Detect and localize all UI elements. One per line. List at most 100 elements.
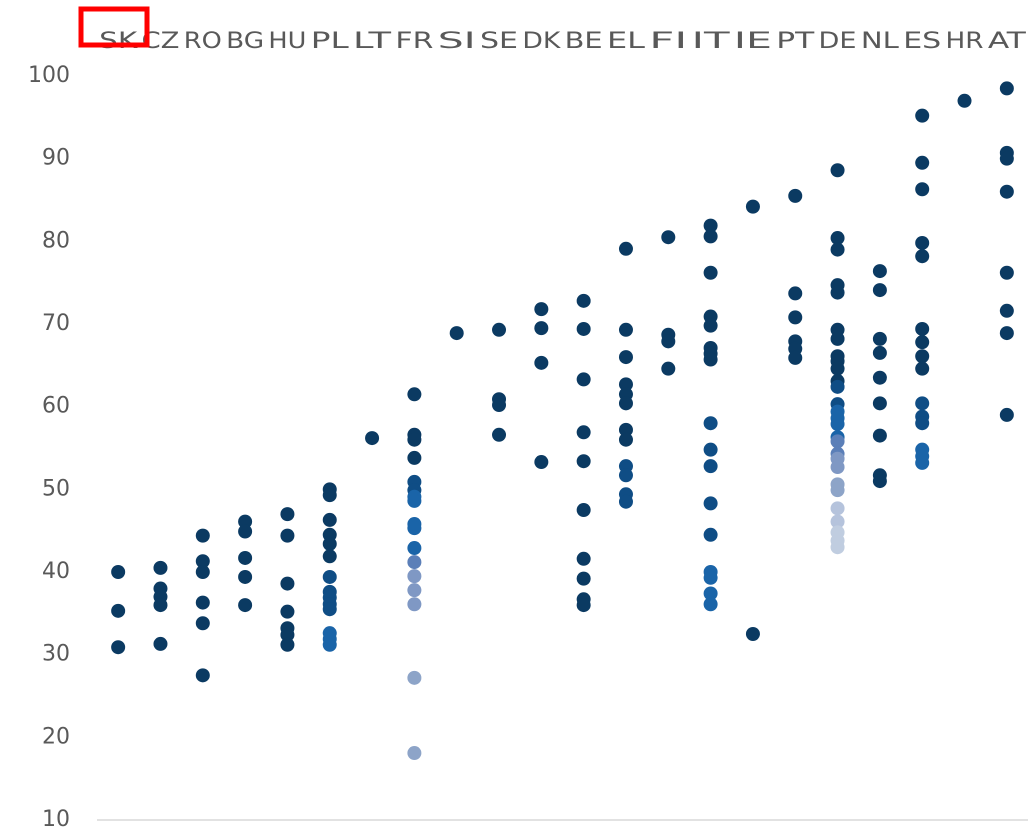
dot	[280, 604, 295, 619]
dot	[195, 528, 210, 543]
category-label: LT	[353, 29, 392, 54]
dot	[492, 398, 507, 413]
dot	[534, 355, 549, 370]
category-label: EL	[607, 29, 646, 54]
y-tick-label: 50	[42, 476, 70, 501]
dot	[830, 540, 845, 555]
dot	[830, 501, 845, 516]
category-label: RO	[184, 29, 222, 54]
dot	[872, 474, 887, 489]
dot	[830, 379, 845, 394]
category-label: PT	[776, 29, 815, 54]
y-tick-label: 70	[42, 311, 70, 336]
dot	[830, 361, 845, 376]
dot	[618, 494, 633, 509]
dot	[238, 514, 253, 529]
dot	[280, 507, 295, 522]
dot	[449, 326, 464, 341]
category-label: IE	[734, 29, 772, 54]
y-tick-label: 90	[42, 146, 70, 171]
dot	[322, 549, 337, 564]
dot	[957, 93, 972, 108]
dot	[703, 416, 718, 431]
dot	[618, 350, 633, 365]
dot	[407, 541, 422, 556]
dot	[195, 554, 210, 569]
category-label: IT	[692, 29, 731, 54]
dot	[111, 603, 126, 618]
dot	[153, 598, 168, 613]
dot	[703, 352, 718, 367]
dot	[322, 536, 337, 551]
dot	[703, 229, 718, 244]
y-tick-label: 80	[42, 228, 70, 253]
dot	[280, 576, 295, 591]
y-tick-label: 20	[42, 724, 70, 749]
dot	[830, 434, 845, 449]
dot	[788, 310, 803, 325]
dot	[280, 528, 295, 543]
dot	[534, 455, 549, 470]
dot	[407, 569, 422, 584]
dot	[195, 595, 210, 610]
dot	[407, 493, 422, 508]
dot	[915, 108, 930, 123]
dot	[703, 586, 718, 601]
dot	[661, 334, 676, 349]
dot	[915, 321, 930, 336]
dot	[534, 302, 549, 317]
category-label: SE	[480, 29, 518, 54]
dot	[999, 151, 1014, 166]
dot	[618, 322, 633, 337]
dot	[280, 627, 295, 642]
dot	[407, 432, 422, 447]
dot	[407, 746, 422, 761]
dot	[280, 637, 295, 652]
dot	[661, 230, 676, 245]
dot	[195, 565, 210, 579]
category-label: HU	[268, 29, 306, 54]
dot	[195, 668, 210, 683]
dot	[999, 81, 1014, 96]
dot	[195, 616, 210, 631]
dot	[872, 345, 887, 360]
dot	[915, 235, 930, 250]
dot	[407, 450, 422, 465]
dot	[322, 512, 337, 527]
category-label: SK	[99, 29, 138, 54]
dot	[830, 331, 845, 346]
dot	[576, 372, 591, 387]
dot	[830, 417, 845, 432]
dot	[788, 350, 803, 365]
dot	[153, 636, 168, 651]
category-label: PL	[311, 29, 350, 54]
dot	[915, 182, 930, 197]
dot	[915, 349, 930, 364]
category-label: SI	[438, 29, 476, 54]
dot	[915, 396, 930, 411]
dot	[872, 331, 887, 346]
dot	[872, 283, 887, 298]
dot	[915, 455, 930, 470]
dot	[576, 321, 591, 336]
dot	[407, 521, 422, 536]
dot	[576, 503, 591, 517]
dot	[745, 199, 760, 214]
dot	[576, 598, 591, 613]
category-label: BG	[226, 29, 264, 54]
category-label: AT	[988, 29, 1027, 54]
dot	[703, 265, 718, 280]
dot	[703, 597, 718, 612]
dot	[492, 322, 507, 337]
dot	[576, 454, 591, 469]
dot	[999, 303, 1014, 318]
dot	[915, 416, 930, 431]
dot	[618, 432, 633, 447]
dot	[238, 524, 253, 539]
dot	[830, 242, 845, 257]
dot	[238, 550, 253, 565]
dot	[153, 560, 168, 575]
dot	[661, 361, 676, 376]
